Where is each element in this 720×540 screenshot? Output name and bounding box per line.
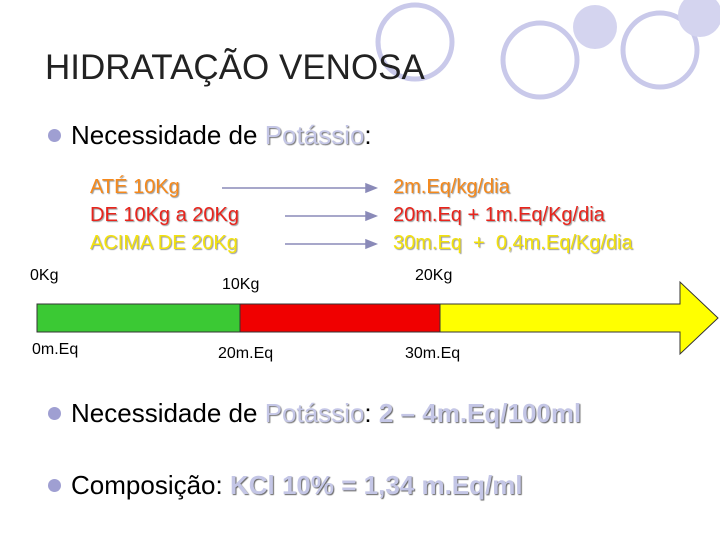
bullet: Necessidade de Potássio:	[48, 122, 372, 148]
bullet: Composição: KCl 10% = 1,34 m.Eq/ml	[48, 472, 523, 498]
value: KCl 10% = 1,34 m.Eq/ml	[229, 470, 523, 500]
text: :	[364, 120, 372, 150]
scale-label: 0m.Eq	[32, 341, 79, 358]
scale-label: 10Kg	[222, 276, 260, 293]
dose: 20m.Eq + 1m.Eq/Kg/dia	[393, 204, 605, 226]
value: 2 – 4m.Eq/100ml	[378, 398, 582, 428]
highlight: Potássio	[264, 398, 365, 428]
text: Composição:	[71, 470, 230, 500]
highlight: Potássio	[264, 120, 365, 150]
dose: 2m.Eq/kg/dia	[393, 176, 510, 198]
range: ACIMA DE 20Kg	[90, 232, 238, 254]
text: Necessidade de	[71, 120, 265, 150]
scale-label: 20m.Eq	[218, 345, 274, 362]
scale-label: 0Kg	[30, 267, 59, 284]
range: DE 10Kg a 20Kg	[90, 204, 239, 226]
range: ATÉ 10Kg	[90, 176, 180, 198]
text: Necessidade de	[71, 398, 265, 428]
title: HIDRATAÇÃO VENOSA	[45, 48, 425, 87]
dose: 30m.Eq + 0,4m.Eq/Kg/dia	[393, 232, 633, 254]
scale-label: 30m.Eq	[405, 345, 461, 362]
scale-label: 20Kg	[415, 267, 453, 284]
bullet: Necessidade de Potássio: 2 – 4m.Eq/100ml	[48, 400, 581, 426]
text: :	[364, 398, 379, 428]
